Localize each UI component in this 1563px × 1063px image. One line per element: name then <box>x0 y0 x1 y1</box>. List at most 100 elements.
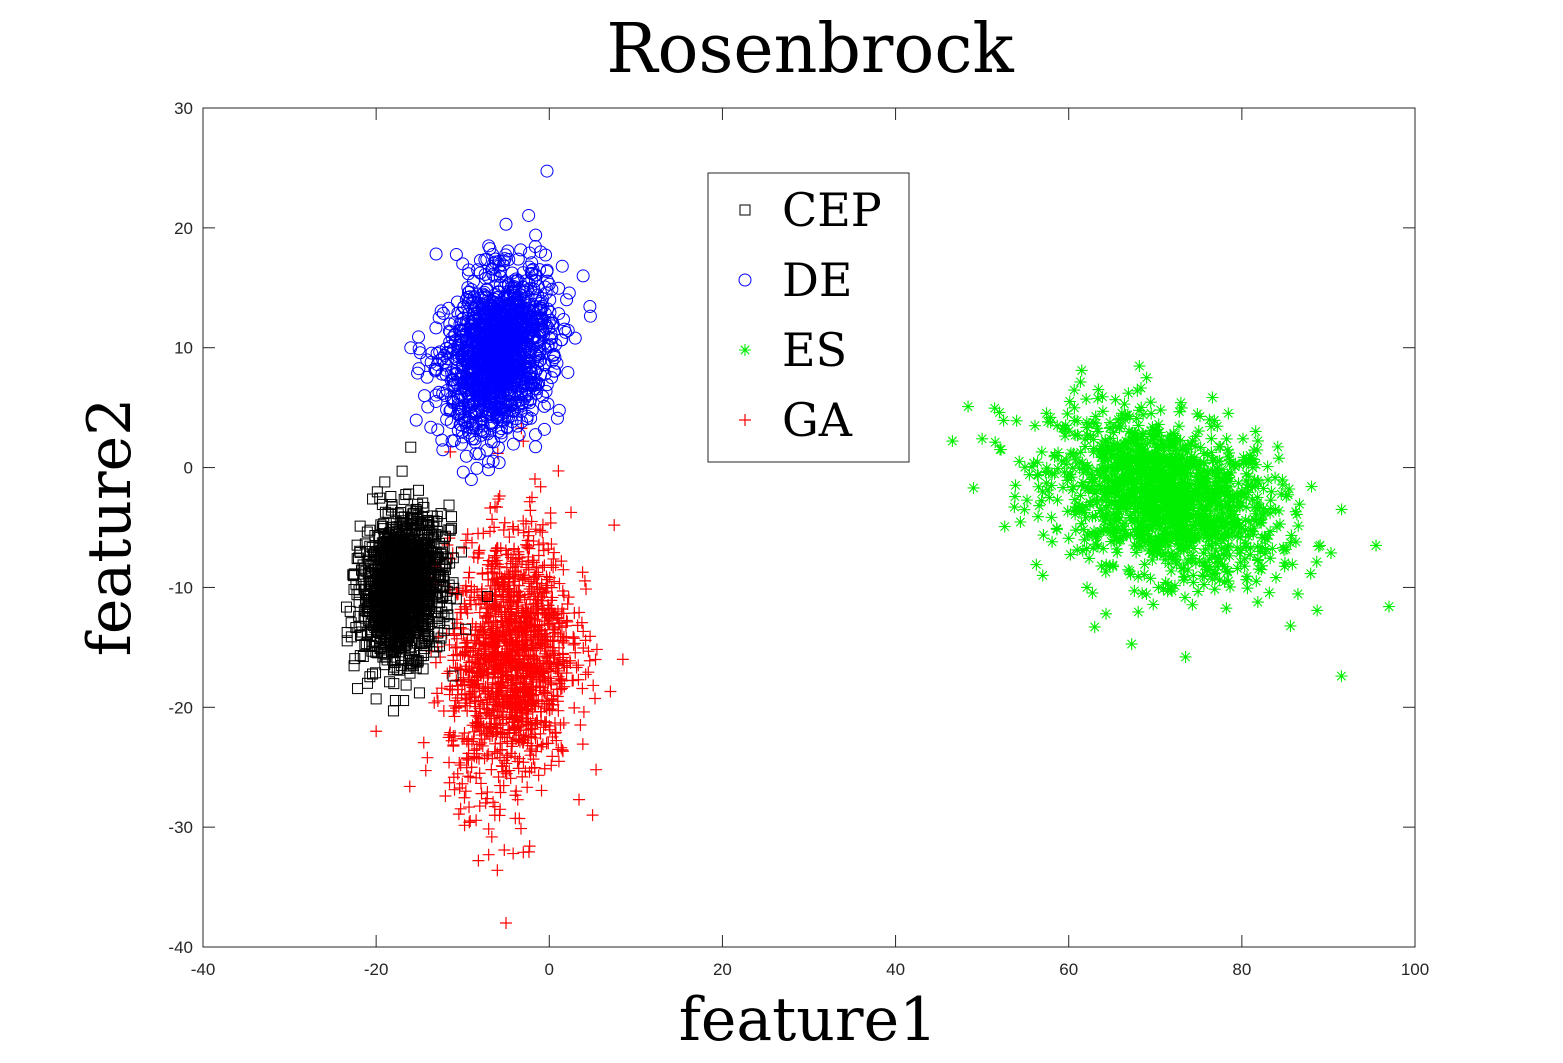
data-point <box>1124 528 1137 541</box>
data-point <box>1091 422 1104 435</box>
data-point <box>1094 482 1107 495</box>
data-point <box>405 642 417 654</box>
data-point <box>1264 502 1277 515</box>
data-point <box>374 617 386 629</box>
data-point <box>1077 523 1090 536</box>
data-point <box>582 645 595 658</box>
data-point <box>586 809 599 822</box>
data-point <box>1063 395 1076 408</box>
data-point <box>1221 444 1234 457</box>
data-point <box>1122 563 1135 576</box>
data-point <box>509 691 522 704</box>
data-point <box>486 678 499 691</box>
data-point <box>491 864 504 877</box>
series-cep <box>340 441 493 717</box>
data-point <box>495 572 508 585</box>
data-point <box>363 597 375 609</box>
data-point <box>1241 481 1254 494</box>
data-point <box>363 554 375 566</box>
data-point <box>1124 511 1137 524</box>
data-point <box>1176 515 1189 528</box>
data-point <box>1124 452 1137 465</box>
data-point <box>1258 532 1271 545</box>
data-point <box>1051 462 1064 475</box>
data-point <box>522 525 535 538</box>
data-point <box>361 602 373 614</box>
data-point <box>516 643 529 656</box>
data-point <box>353 584 365 596</box>
data-point <box>473 665 486 678</box>
data-point <box>1147 433 1160 446</box>
data-point <box>608 519 621 532</box>
data-point <box>448 710 461 723</box>
data-point <box>364 671 376 683</box>
data-point <box>1088 620 1101 633</box>
x-tick-label: 20 <box>713 960 732 979</box>
data-point <box>1105 535 1118 548</box>
data-point <box>587 679 600 692</box>
data-point <box>1159 547 1172 560</box>
data-point <box>1096 390 1109 403</box>
data-point <box>410 521 422 533</box>
data-point <box>1103 421 1116 434</box>
data-point <box>1175 538 1188 551</box>
data-point <box>1244 524 1257 537</box>
data-point <box>1183 478 1196 491</box>
data-point <box>476 617 489 630</box>
x-tick-label: 100 <box>1401 960 1429 979</box>
data-point <box>454 802 467 815</box>
data-point <box>1239 514 1252 527</box>
data-point <box>529 700 542 713</box>
data-point <box>1310 555 1323 568</box>
data-point <box>508 716 521 729</box>
data-point <box>521 618 534 631</box>
data-point <box>486 729 499 742</box>
data-point <box>1159 553 1172 566</box>
data-point <box>1120 529 1133 542</box>
data-point <box>1168 479 1181 492</box>
data-point <box>1234 531 1247 544</box>
data-point <box>1165 582 1178 595</box>
data-point <box>1095 493 1108 506</box>
data-point <box>438 611 450 623</box>
data-point <box>390 524 402 536</box>
data-point <box>520 704 533 717</box>
data-point <box>1043 491 1056 504</box>
data-point <box>354 545 366 557</box>
data-point <box>1132 433 1145 446</box>
data-point <box>1162 578 1175 591</box>
data-point <box>460 735 473 748</box>
data-point <box>1082 484 1095 497</box>
data-point <box>365 618 377 630</box>
data-point <box>1036 569 1049 582</box>
data-point <box>1074 489 1087 502</box>
data-point <box>417 736 430 749</box>
data-point <box>560 657 573 670</box>
data-point <box>405 441 417 453</box>
data-point <box>1027 457 1040 470</box>
data-point <box>453 782 466 795</box>
series-de <box>404 164 597 487</box>
data-point <box>506 520 519 533</box>
data-point <box>1153 541 1166 554</box>
data-point <box>482 848 495 861</box>
data-point <box>1279 543 1292 556</box>
data-point <box>382 533 394 545</box>
data-point <box>1136 587 1149 600</box>
data-point <box>1174 505 1187 518</box>
data-point <box>1194 441 1207 454</box>
data-point <box>1140 502 1153 515</box>
data-point <box>385 491 397 503</box>
data-point <box>1091 464 1104 477</box>
data-point <box>1159 536 1172 549</box>
data-point <box>448 783 461 796</box>
data-point <box>1138 558 1151 571</box>
data-point <box>1108 497 1121 510</box>
data-point <box>1067 447 1080 460</box>
data-point <box>583 299 597 313</box>
data-point <box>1240 501 1253 514</box>
data-point <box>1157 479 1170 492</box>
data-point <box>1090 538 1103 551</box>
data-point <box>553 577 566 590</box>
data-point <box>1189 489 1202 502</box>
